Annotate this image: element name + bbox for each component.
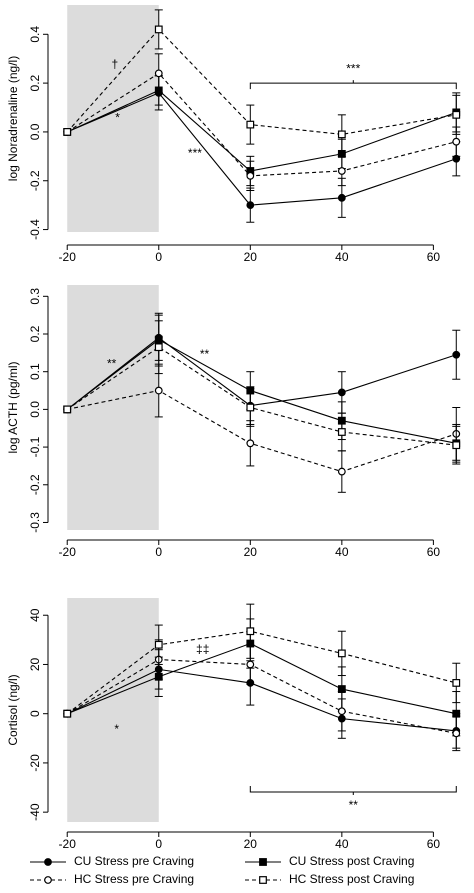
marker — [44, 858, 52, 866]
x-tick-label: 20 — [244, 250, 258, 264]
y-tick-label: 0.3 — [28, 288, 42, 305]
marker — [246, 201, 255, 210]
x-tick-label: 40 — [335, 250, 349, 264]
x-tick-label: 60 — [427, 545, 441, 559]
bracket-label: *** — [346, 61, 360, 75]
annotation: ** — [200, 347, 210, 361]
marker — [154, 25, 163, 34]
y-tick-label: -0.2 — [28, 474, 42, 495]
marker — [337, 707, 346, 716]
shaded-region — [67, 285, 159, 530]
annotation: *** — [188, 146, 202, 160]
marker — [63, 405, 72, 414]
y-tick-label: 0.2 — [28, 325, 42, 342]
y-axis-label: Cortisol (ng/l) — [6, 674, 20, 745]
marker — [337, 467, 346, 476]
marker — [246, 660, 255, 669]
marker — [154, 386, 163, 395]
marker — [154, 343, 163, 352]
marker — [63, 709, 72, 718]
y-tick-label: -0.2 — [28, 170, 42, 191]
y-tick-label: 0.0 — [28, 401, 42, 418]
y-tick-label: 0 — [28, 710, 42, 717]
y-tick-label: 40 — [28, 608, 42, 622]
marker — [246, 627, 255, 636]
legend-label: CU Stress pre Craving — [74, 854, 194, 868]
x-tick-label: 40 — [335, 545, 349, 559]
x-tick-label: 0 — [155, 250, 162, 264]
y-tick-label: -0.3 — [28, 512, 42, 533]
bracket-label: ** — [349, 798, 359, 812]
marker — [337, 388, 346, 397]
annotation: * — [115, 111, 120, 125]
y-tick-label: 0.2 — [28, 74, 42, 91]
legend-label: HC Stress pre Craving — [74, 872, 194, 886]
y-tick-label: -0.4 — [28, 219, 42, 240]
marker — [259, 876, 267, 884]
marker — [337, 649, 346, 658]
marker — [452, 441, 461, 450]
y-tick-label: -40 — [28, 803, 42, 821]
y-tick-label: 0.1 — [28, 363, 42, 380]
annotation: † — [111, 57, 118, 71]
marker — [452, 679, 461, 687]
marker — [154, 69, 163, 78]
x-tick-label: 40 — [335, 837, 349, 851]
shaded-region — [67, 598, 159, 822]
x-tick-label: 20 — [244, 545, 258, 559]
bracket — [249, 785, 457, 795]
x-tick-label: 0 — [155, 837, 162, 851]
marker — [452, 350, 461, 359]
bracket — [249, 80, 457, 90]
x-tick-label: 0 — [155, 545, 162, 559]
marker — [452, 729, 461, 738]
marker — [246, 439, 255, 448]
annotation: ** — [107, 356, 117, 370]
annotation: ‡‡ — [196, 642, 209, 656]
marker — [259, 858, 267, 866]
y-tick-label: -0.1 — [28, 436, 42, 457]
legend-label: CU Stress post Craving — [289, 854, 414, 868]
y-tick-label: 20 — [28, 657, 42, 671]
marker — [337, 428, 346, 436]
marker — [337, 130, 346, 139]
marker — [246, 171, 255, 180]
marker — [337, 167, 346, 175]
marker — [246, 120, 255, 129]
annotation: * — [114, 722, 119, 736]
x-tick-label: -20 — [59, 250, 77, 264]
y-tick-label: 0.0 — [28, 123, 42, 140]
x-tick-label: -20 — [59, 837, 77, 851]
x-tick-label: 60 — [427, 250, 441, 264]
marker — [44, 876, 52, 884]
marker — [337, 193, 346, 202]
y-tick-label: -20 — [28, 754, 42, 772]
x-tick-label: -20 — [59, 545, 77, 559]
marker — [246, 403, 255, 412]
shaded-region — [67, 5, 159, 232]
marker — [63, 128, 72, 136]
y-axis-label: log Noradrenaline (ng/l) — [6, 56, 20, 181]
marker — [452, 137, 461, 146]
x-tick-label: 20 — [244, 837, 258, 851]
marker — [452, 110, 461, 119]
legend-label: HC Stress post Craving — [289, 872, 414, 886]
y-tick-label: 0.4 — [28, 26, 42, 43]
marker — [154, 640, 163, 649]
x-tick-label: 60 — [427, 837, 441, 851]
y-axis-label: log ACTH (pg/ml) — [6, 361, 20, 453]
